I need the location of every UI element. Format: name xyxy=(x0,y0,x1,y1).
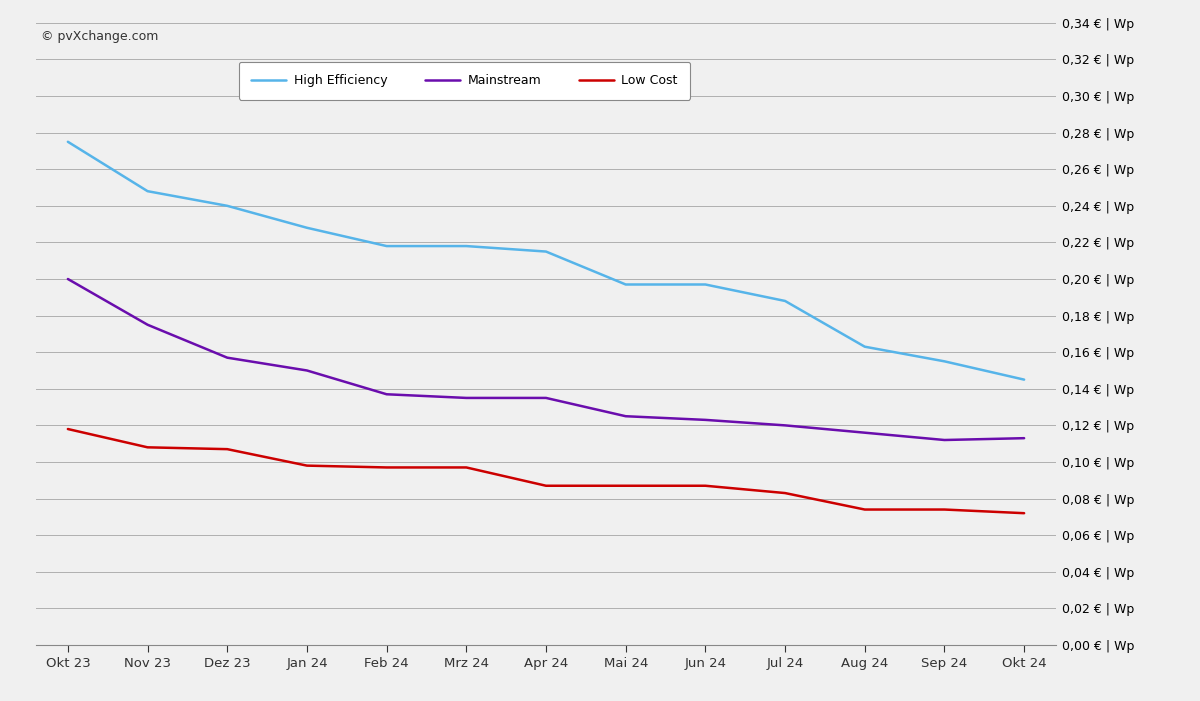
Mainstream xyxy=(460,394,474,402)
Line: Mainstream: Mainstream xyxy=(68,279,1024,440)
High Efficiency xyxy=(300,224,314,232)
Low Cost xyxy=(1016,509,1031,517)
Low Cost xyxy=(937,505,952,514)
Low Cost xyxy=(858,505,872,514)
Mainstream xyxy=(778,421,792,430)
High Efficiency xyxy=(858,343,872,351)
Low Cost xyxy=(698,482,713,490)
Mainstream xyxy=(858,428,872,437)
High Efficiency xyxy=(618,280,632,289)
High Efficiency xyxy=(460,242,474,250)
Line: High Efficiency: High Efficiency xyxy=(68,142,1024,380)
Mainstream xyxy=(539,394,553,402)
Mainstream xyxy=(1016,434,1031,442)
Mainstream xyxy=(618,412,632,421)
High Efficiency xyxy=(698,280,713,289)
Legend: High Efficiency, Mainstream, Low Cost: High Efficiency, Mainstream, Low Cost xyxy=(239,62,690,100)
Low Cost xyxy=(140,443,155,451)
Low Cost xyxy=(61,425,76,433)
Low Cost xyxy=(460,463,474,472)
Low Cost xyxy=(618,482,632,490)
High Efficiency xyxy=(778,297,792,305)
High Efficiency xyxy=(220,202,234,210)
Low Cost xyxy=(778,489,792,497)
Low Cost xyxy=(220,445,234,454)
High Efficiency xyxy=(61,137,76,146)
Mainstream xyxy=(937,436,952,444)
Mainstream xyxy=(300,367,314,375)
Text: © pvXchange.com: © pvXchange.com xyxy=(41,30,158,43)
High Efficiency xyxy=(539,247,553,256)
High Efficiency xyxy=(937,357,952,365)
Low Cost xyxy=(379,463,394,472)
Low Cost xyxy=(539,482,553,490)
Mainstream xyxy=(61,275,76,283)
Mainstream xyxy=(379,390,394,398)
High Efficiency xyxy=(379,242,394,250)
High Efficiency xyxy=(140,187,155,196)
Mainstream xyxy=(220,353,234,362)
Low Cost xyxy=(300,461,314,470)
Line: Low Cost: Low Cost xyxy=(68,429,1024,513)
Mainstream xyxy=(140,320,155,329)
Mainstream xyxy=(698,416,713,424)
High Efficiency xyxy=(1016,376,1031,384)
